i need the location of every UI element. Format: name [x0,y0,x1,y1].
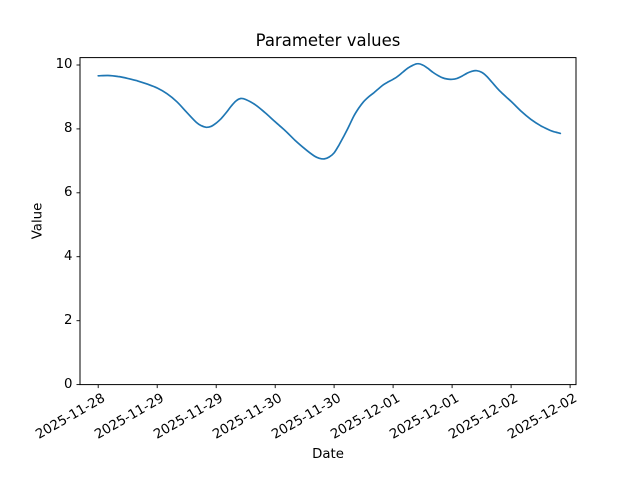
y-tick-label: 8 [64,120,73,136]
chart-title: Parameter values [255,31,401,50]
data-line [97,62,562,160]
y-tick-label: 6 [64,184,73,200]
y-tick-label: 10 [55,56,73,72]
plot-border [79,57,577,386]
x-axis-label: Date [312,447,344,462]
y-tick-label: 0 [64,376,73,392]
y-tick-label: 4 [64,248,73,264]
y-tick-label: 2 [64,312,73,328]
